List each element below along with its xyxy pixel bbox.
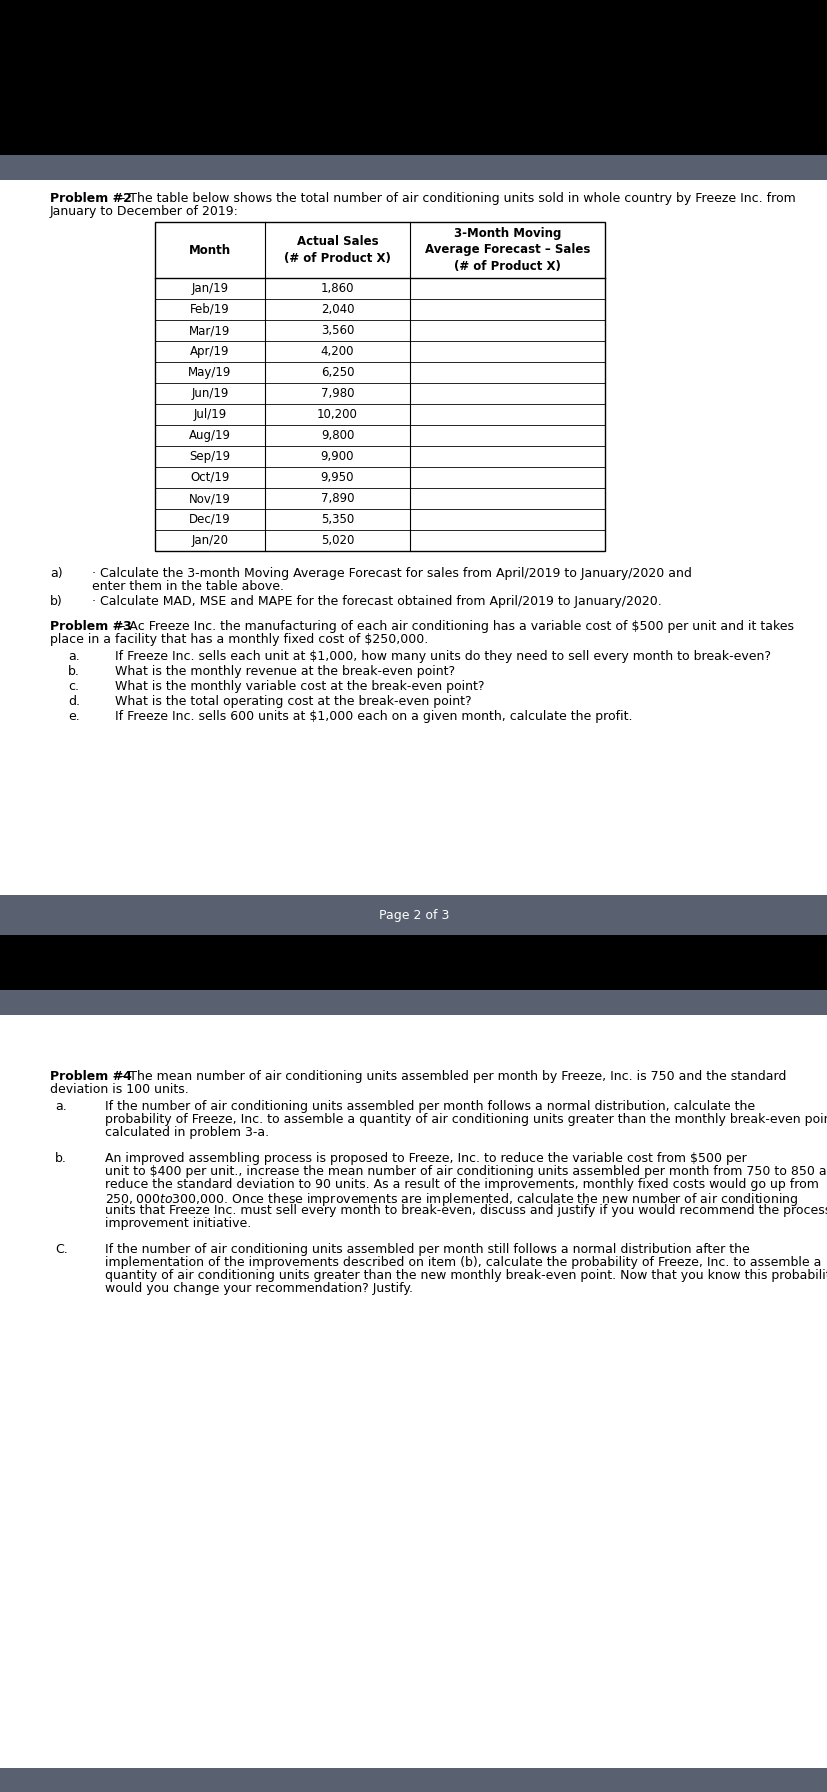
Text: Sep/19: Sep/19 — [189, 450, 230, 462]
Text: b): b) — [50, 595, 63, 607]
Text: Nov/19: Nov/19 — [189, 493, 231, 505]
Bar — [155, 222, 605, 550]
Text: 7,980: 7,980 — [320, 387, 354, 400]
Bar — [0, 989, 827, 1014]
Text: Jul/19: Jul/19 — [194, 409, 227, 421]
Text: a.: a. — [68, 650, 79, 663]
Text: · Calculate MAD, MSE and MAPE for the forecast obtained from April/2019 to Janua: · Calculate MAD, MSE and MAPE for the fo… — [92, 595, 661, 607]
Text: c.: c. — [68, 679, 79, 694]
Text: 5,020: 5,020 — [320, 534, 354, 547]
Text: 3-Month Moving
Average Forecast – Sales
(# of Product X): 3-Month Moving Average Forecast – Sales … — [424, 228, 590, 272]
Text: Mar/19: Mar/19 — [189, 324, 231, 337]
Text: units that Freeze Inc. must sell every month to break-even, discuss and justify : units that Freeze Inc. must sell every m… — [105, 1204, 827, 1217]
Text: reduce the standard deviation to 90 units. As a result of the improvements, mont: reduce the standard deviation to 90 unit… — [105, 1177, 818, 1192]
Text: 10,200: 10,200 — [317, 409, 357, 421]
Text: unit to $400 per unit., increase the mean number of air conditioning units assem: unit to $400 per unit., increase the mea… — [105, 1165, 827, 1177]
Text: 1,860: 1,860 — [320, 281, 354, 296]
Text: Problem #4: Problem #4 — [50, 1070, 131, 1082]
Bar — [0, 0, 827, 154]
Bar — [0, 154, 827, 179]
Text: · Calculate the 3-month Moving Average Forecast for sales from April/2019 to Jan: · Calculate the 3-month Moving Average F… — [92, 566, 691, 581]
Text: a): a) — [50, 566, 63, 581]
Text: b.: b. — [55, 1152, 67, 1165]
Text: An improved assembling process is proposed to Freeze, Inc. to reduce the variabl: An improved assembling process is propos… — [105, 1152, 746, 1165]
Text: If the number of air conditioning units assembled per month follows a normal dis: If the number of air conditioning units … — [105, 1100, 754, 1113]
Text: 2,040: 2,040 — [320, 303, 354, 315]
Text: $250,000 to $300,000. Once these improvements are implemented, calculate the new: $250,000 to $300,000. Once these improve… — [105, 1192, 797, 1208]
Text: Actual Sales
(# of Product X): Actual Sales (# of Product X) — [284, 235, 390, 265]
Bar — [0, 179, 827, 894]
Text: May/19: May/19 — [188, 366, 232, 378]
Text: – The table below shows the total number of air conditioning units sold in whole: – The table below shows the total number… — [115, 192, 795, 204]
Text: quantity of air conditioning units greater than the new monthly break-even point: quantity of air conditioning units great… — [105, 1269, 827, 1281]
Text: would you change your recommendation? Justify.: would you change your recommendation? Ju… — [105, 1281, 413, 1296]
Text: 9,950: 9,950 — [320, 471, 354, 484]
Text: – Aᴄ Freeze Inc. the manufacturing of each air conditioning has a variable cost : – Aᴄ Freeze Inc. the manufacturing of ea… — [115, 620, 793, 633]
Text: What is the monthly variable cost at the break-even point?: What is the monthly variable cost at the… — [115, 679, 484, 694]
Text: enter them in the table above.: enter them in the table above. — [92, 581, 284, 593]
Text: Problem #3: Problem #3 — [50, 620, 131, 633]
Text: d.: d. — [68, 695, 80, 708]
Text: If Freeze Inc. sells each unit at $1,000, how many units do they need to sell ev: If Freeze Inc. sells each unit at $1,000… — [115, 650, 770, 663]
Text: Page 2 of 3: Page 2 of 3 — [379, 909, 448, 921]
Text: Feb/19: Feb/19 — [190, 303, 230, 315]
Text: What is the monthly revenue at the break-even point?: What is the monthly revenue at the break… — [115, 665, 455, 677]
Text: Problem #2: Problem #2 — [50, 192, 131, 204]
Bar — [0, 935, 827, 989]
Text: calculated in problem 3-a.: calculated in problem 3-a. — [105, 1125, 269, 1140]
Text: a.: a. — [55, 1100, 67, 1113]
Text: e.: e. — [68, 710, 79, 722]
Bar — [0, 894, 827, 935]
Bar — [0, 1769, 827, 1792]
Text: If the number of air conditioning units assembled per month still follows a norm: If the number of air conditioning units … — [105, 1244, 748, 1256]
Text: Month: Month — [189, 244, 231, 256]
Text: Jan/20: Jan/20 — [191, 534, 228, 547]
Text: Dec/19: Dec/19 — [189, 513, 231, 527]
Text: deviation is 100 units.: deviation is 100 units. — [50, 1082, 189, 1097]
Text: improvement initiative.: improvement initiative. — [105, 1217, 251, 1229]
Text: probability of Freeze, Inc. to assemble a quantity of air conditioning units gre: probability of Freeze, Inc. to assemble … — [105, 1113, 827, 1125]
Text: 7,890: 7,890 — [320, 493, 354, 505]
Text: Aug/19: Aug/19 — [189, 428, 231, 443]
Text: Apr/19: Apr/19 — [190, 346, 229, 358]
Text: Jan/19: Jan/19 — [191, 281, 228, 296]
Bar — [0, 1014, 827, 1769]
Text: Oct/19: Oct/19 — [190, 471, 229, 484]
Text: implementation of the improvements described on item (b), calculate the probabil: implementation of the improvements descr… — [105, 1256, 820, 1269]
Text: C.: C. — [55, 1244, 68, 1256]
Text: b.: b. — [68, 665, 79, 677]
Text: 5,350: 5,350 — [321, 513, 354, 527]
Text: 9,800: 9,800 — [320, 428, 354, 443]
Text: 9,900: 9,900 — [320, 450, 354, 462]
Text: If Freeze Inc. sells 600 units at $1,000 each on a given month, calculate the pr: If Freeze Inc. sells 600 units at $1,000… — [115, 710, 632, 722]
Text: place in a facility that has a monthly fixed cost of $250,000.: place in a facility that has a monthly f… — [50, 633, 428, 645]
Text: – The mean number of air conditioning units assembled per month by Freeze, Inc. : – The mean number of air conditioning un… — [115, 1070, 786, 1082]
Text: Jun/19: Jun/19 — [191, 387, 228, 400]
Text: 3,560: 3,560 — [320, 324, 354, 337]
Text: January to December of 2019:: January to December of 2019: — [50, 204, 238, 219]
Text: What is the total operating cost at the break-even point?: What is the total operating cost at the … — [115, 695, 471, 708]
Text: 4,200: 4,200 — [320, 346, 354, 358]
Text: 6,250: 6,250 — [320, 366, 354, 378]
